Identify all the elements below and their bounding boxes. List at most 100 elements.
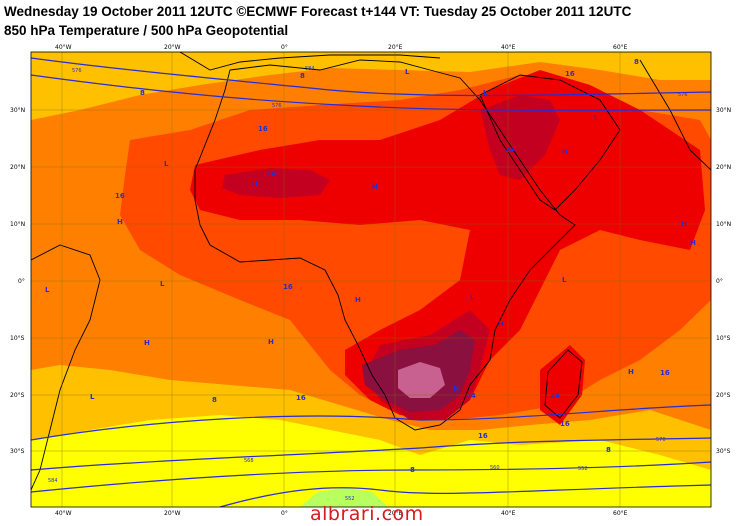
lon-label-top-6: 60°E — [613, 44, 628, 51]
low-marker-6: L — [483, 89, 488, 97]
contour-label-3: 576 — [272, 103, 282, 109]
high-marker-11: H — [453, 385, 459, 393]
contour-label-7: 552 — [345, 496, 355, 502]
lat-label-left-4: 0° — [18, 278, 25, 285]
band-green — [300, 488, 388, 507]
contour-label-2: 584 — [305, 66, 315, 72]
lat-label-right-5: 10°S — [716, 335, 731, 342]
temp-label-12: 8 — [212, 396, 217, 404]
lon-labels: 40°W 20°W 0° 20°E 40°E 60°E 40°W 20°W 0°… — [55, 44, 628, 517]
high-marker-12: H — [628, 368, 634, 376]
coast-south-america — [31, 244, 101, 491]
temp-label-11: 16 — [660, 369, 670, 377]
geopotential-contours — [31, 57, 711, 507]
band-pink — [398, 362, 445, 398]
lat-label-right-6: 20°S — [716, 392, 731, 399]
lat-label-left-2: 20°N — [10, 164, 25, 171]
lat-label-right-1: 30°N — [716, 107, 731, 114]
contour-south-3 — [31, 461, 711, 493]
lon-label-top-3: 0° — [281, 44, 288, 51]
coastlines — [31, 52, 711, 491]
lon-label-bottom-5: 40°E — [501, 510, 516, 517]
temp-label-17: 16 — [560, 420, 570, 428]
temp-label-18: 8 — [410, 466, 415, 474]
high-marker-2: H — [252, 180, 258, 188]
contour-label-10: 568 — [244, 458, 254, 464]
coast-europe — [179, 52, 441, 71]
lat-label-left-7: 30°S — [10, 448, 25, 455]
coast-india — [639, 59, 711, 171]
band-red-madagascar — [540, 345, 585, 425]
temp-label-4: 16 — [258, 125, 268, 133]
contour-label-4: 576 — [678, 92, 688, 98]
high-marker-9: H — [355, 296, 361, 304]
lon-label-bottom-1: 40°W — [55, 510, 72, 517]
low-marker-1: L — [164, 160, 169, 168]
low-marker-5: L — [90, 393, 95, 401]
high-marker-3: H — [372, 183, 378, 191]
high-marker-1: H — [117, 218, 123, 226]
temp-label-5: 16 — [565, 70, 575, 78]
low-marker-9: L — [562, 276, 567, 284]
temp-label-16: 24 — [550, 392, 560, 400]
temp-label-1: 8 — [140, 89, 145, 97]
contour-label-5: 576 — [656, 437, 666, 443]
band-dark-red — [222, 168, 330, 198]
lat-label-right-2: 20°N — [716, 164, 731, 171]
high-marker-5: H — [681, 220, 687, 228]
lon-label-top-4: 20°E — [388, 44, 403, 51]
lat-label-left-1: 30°N — [10, 107, 25, 114]
temp-label-3: 8 — [634, 58, 639, 66]
temp-label-15: 24 — [466, 392, 476, 400]
contour-label-8: 560 — [490, 465, 500, 471]
high-marker-8: H — [268, 338, 274, 346]
contour-south-2 — [31, 437, 711, 471]
lat-label-right-3: 10°N — [716, 221, 731, 228]
contour-label-1: 576 — [72, 68, 82, 74]
lat-label-right-7: 30°S — [716, 448, 731, 455]
coast-arabia — [479, 74, 621, 211]
temp-label-9: 24 — [505, 146, 515, 154]
high-marker-6: H — [690, 239, 696, 247]
high-marker-10: H — [498, 320, 504, 328]
chart-title: Wednesday 19 October 2011 12UTC ©ECMWF F… — [4, 2, 631, 40]
contour-south-4 — [219, 484, 711, 507]
pressure-centres: H H H H H H H H H H H H L L L L L L L L … — [45, 68, 696, 401]
high-marker-7: H — [144, 339, 150, 347]
lon-label-bottom-4: 20°E — [388, 510, 403, 517]
temp-label-6: 16 — [115, 192, 125, 200]
lat-label-left-3: 10°N — [10, 221, 25, 228]
band-red — [190, 70, 705, 420]
lon-label-bottom-6: 60°E — [613, 510, 628, 517]
contour-label-6: 584 — [48, 478, 58, 484]
contour-south-1 — [31, 404, 711, 441]
temperature-field — [31, 52, 711, 507]
lon-label-top-5: 40°E — [501, 44, 516, 51]
temp-label-14: 16 — [478, 432, 488, 440]
contour-label-9: 552 — [578, 466, 588, 472]
temp-label-8: 24 — [266, 170, 276, 178]
contour-576-north — [31, 57, 711, 97]
lat-label-right-4: 0° — [716, 278, 723, 285]
temp-label-2: 8 — [300, 72, 305, 80]
map-frame — [30, 51, 712, 508]
title-line-1: Wednesday 19 October 2011 12UTC ©ECMWF F… — [4, 4, 632, 19]
coast-africa — [194, 59, 576, 431]
lon-label-bottom-2: 20°W — [164, 510, 181, 517]
temperature-labels: 8 8 8 16 16 16 16 24 24 16 16 8 8 16 24 … — [115, 58, 670, 474]
low-marker-7: L — [470, 294, 475, 302]
low-marker-2: L — [405, 68, 410, 76]
lat-label-left-6: 20°S — [10, 392, 25, 399]
temp-label-7: 16 — [283, 283, 293, 291]
low-marker-3: L — [45, 286, 50, 294]
lon-label-top-1: 40°W — [55, 44, 72, 51]
high-marker-4: H — [562, 148, 568, 156]
lat-labels: 30°N 20°N 10°N 0° 10°S 20°S 30°S 30°N 20… — [10, 107, 731, 455]
lon-label-bottom-3: 0° — [281, 510, 288, 517]
low-marker-4: L — [160, 280, 165, 288]
lon-label-top-2: 20°W — [164, 44, 181, 51]
contour-584-north — [31, 74, 711, 111]
site-watermark: albrari.com — [310, 503, 424, 525]
temp-label-10: 16 — [296, 394, 306, 402]
